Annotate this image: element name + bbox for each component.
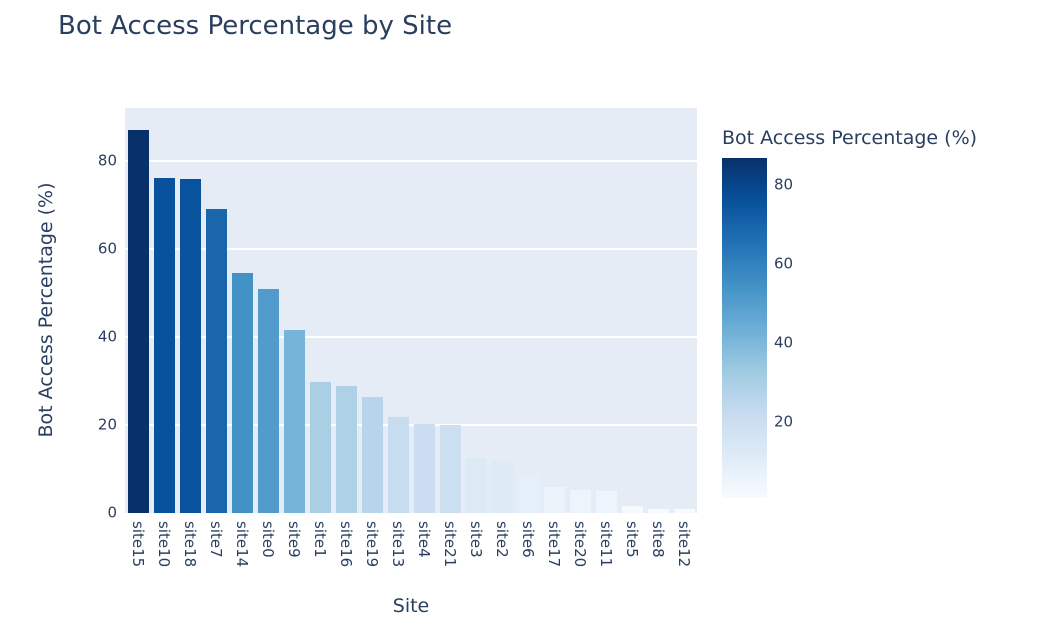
x-tick-label: site14 [233, 521, 251, 568]
bar-site15[interactable] [127, 130, 149, 513]
colorbar-tick-label: 20 [774, 412, 794, 431]
bar-site16[interactable] [335, 385, 357, 513]
colorbar-tick-label: 40 [774, 333, 794, 352]
x-tick-label: site0 [259, 521, 277, 558]
x-tick-label: site19 [363, 521, 381, 568]
bar-site17[interactable] [543, 486, 565, 513]
bar-site1[interactable] [309, 381, 331, 513]
x-tick-label: site16 [337, 521, 355, 568]
colorbar-tick-label: 60 [774, 254, 794, 273]
x-tick-label: site12 [675, 521, 693, 568]
bar-site20[interactable] [569, 490, 591, 513]
bar-site3[interactable] [465, 457, 487, 513]
x-tick-label: site6 [519, 521, 537, 558]
bar-site12[interactable] [673, 509, 695, 513]
bar-site0[interactable] [257, 289, 279, 513]
bar-site19[interactable] [361, 397, 383, 513]
x-tick-label: site13 [389, 521, 407, 568]
x-tick-label: site10 [155, 521, 173, 568]
bar-site2[interactable] [491, 461, 513, 513]
bar-site9[interactable] [283, 329, 305, 513]
x-tick-label: site11 [597, 521, 615, 568]
plot-area [125, 108, 697, 513]
y-tick-label: 60 [97, 239, 117, 258]
y-tick-label: 40 [97, 327, 117, 346]
y-tick-label: 20 [97, 415, 117, 434]
x-tick-label: site2 [493, 521, 511, 558]
y-axis-title: Bot Access Percentage (%) [35, 182, 57, 438]
bar-site11[interactable] [595, 491, 617, 513]
x-tick-label: site18 [181, 521, 199, 568]
bar-site21[interactable] [439, 425, 461, 513]
bar-site14[interactable] [231, 272, 253, 513]
x-tick-label: site17 [545, 521, 563, 568]
x-axis-title: Site [392, 595, 430, 617]
gridline-y80 [125, 159, 697, 162]
colorbar-gradient [722, 158, 767, 498]
gridline-y60 [125, 247, 697, 250]
colorbar-title: Bot Access Percentage (%) [722, 127, 978, 149]
gridline-y40 [125, 335, 697, 338]
x-tick-label: site9 [285, 521, 303, 558]
bar-site7[interactable] [205, 209, 227, 513]
y-tick-label: 0 [107, 503, 117, 522]
bar-site6[interactable] [517, 474, 539, 513]
y-tick-label: 80 [97, 151, 117, 170]
x-tick-label: site8 [649, 521, 667, 558]
bar-site13[interactable] [387, 416, 409, 513]
x-tick-label: site15 [129, 521, 147, 568]
gridline-y20 [125, 423, 697, 426]
chart-title: Bot Access Percentage by Site [58, 11, 453, 41]
bar-site5[interactable] [621, 505, 643, 513]
bar-site18[interactable] [179, 179, 201, 513]
x-tick-label: site20 [571, 521, 589, 568]
x-tick-label: site21 [441, 521, 459, 568]
bar-site4[interactable] [413, 423, 435, 513]
x-tick-label: site3 [467, 521, 485, 558]
bar-site10[interactable] [153, 178, 175, 513]
colorbar-tick-label: 80 [774, 175, 794, 194]
x-tick-label: site5 [623, 521, 641, 558]
x-tick-label: site7 [207, 521, 225, 558]
bar-site8[interactable] [647, 508, 669, 513]
x-tick-label: site1 [311, 521, 329, 558]
x-tick-label: site4 [415, 521, 433, 558]
